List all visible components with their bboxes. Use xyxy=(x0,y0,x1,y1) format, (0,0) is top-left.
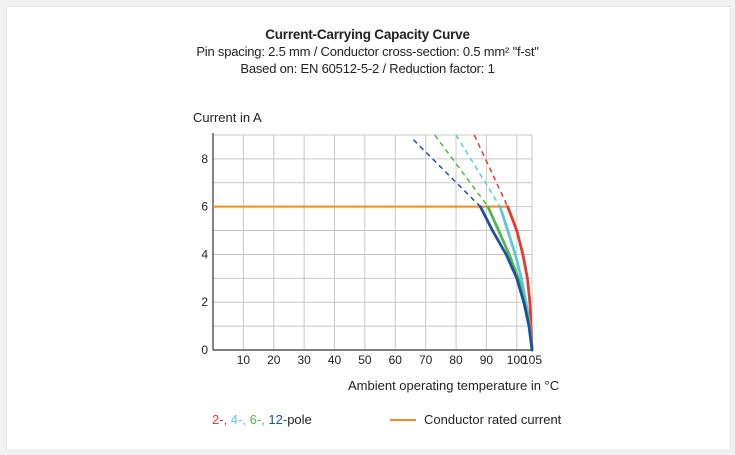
legend-rated: Conductor rated current xyxy=(390,412,561,427)
series-12-pole-curve xyxy=(478,205,534,352)
series-4-pole-dashed xyxy=(455,134,501,208)
x-tick-label: 105 xyxy=(522,353,542,367)
x-tick-label: 70 xyxy=(419,353,433,367)
legend-pole-6: 6 xyxy=(249,412,257,427)
series-12-pole-dashed xyxy=(412,139,481,208)
x-tick-label: 90 xyxy=(480,353,494,367)
chart-title: Current-Carrying Capacity Curve xyxy=(265,27,470,42)
x-tick-label: 20 xyxy=(267,353,281,367)
legend-sep: - xyxy=(282,412,288,427)
y-tick-label: 6 xyxy=(201,200,208,214)
legend-sep: -, xyxy=(219,412,231,427)
y-tick-label: 8 xyxy=(201,152,208,166)
legend-rated-line xyxy=(390,418,416,421)
x-tick-label: 40 xyxy=(328,353,342,367)
y-tick-label: 2 xyxy=(201,295,208,309)
x-tick-label: 60 xyxy=(389,353,403,367)
chart-header: Current-Carrying Capacity Curve Pin spac… xyxy=(0,26,735,77)
series-2-pole-dashed xyxy=(473,134,509,207)
chart-subtitle-2: Based on: EN 60512-5-2 / Reduction facto… xyxy=(240,61,495,76)
legend-pole-4: 4 xyxy=(230,412,239,427)
y-axis-label: Current in A xyxy=(193,110,262,125)
x-tick-label: 30 xyxy=(297,353,311,367)
x-tick-label: 100 xyxy=(507,353,527,367)
chart-subtitle-1: Pin spacing: 2.5 mm / Conductor cross-se… xyxy=(196,44,539,59)
x-axis-label: Ambient operating temperature in °C xyxy=(348,378,560,393)
legend-rated-label: Conductor rated current xyxy=(424,412,562,427)
series-6-pole-dashed xyxy=(434,134,489,208)
legend-sep: -, xyxy=(238,412,250,427)
x-tick-label: 80 xyxy=(449,353,463,367)
legend-pole-suffix: pole xyxy=(287,412,312,427)
legend-pole-2: 2 xyxy=(212,412,220,427)
x-tick-label: 50 xyxy=(358,353,372,367)
x-tick-label: 10 xyxy=(237,353,251,367)
legend-poles: 2-, 4-, 6-, 12-pole xyxy=(212,412,312,427)
legend-pole-12: 12 xyxy=(268,412,283,427)
legend-sep: -, xyxy=(256,412,269,427)
chart-card xyxy=(6,6,731,451)
y-tick-label: 0 xyxy=(201,343,208,357)
y-tick-label: 4 xyxy=(201,247,208,261)
